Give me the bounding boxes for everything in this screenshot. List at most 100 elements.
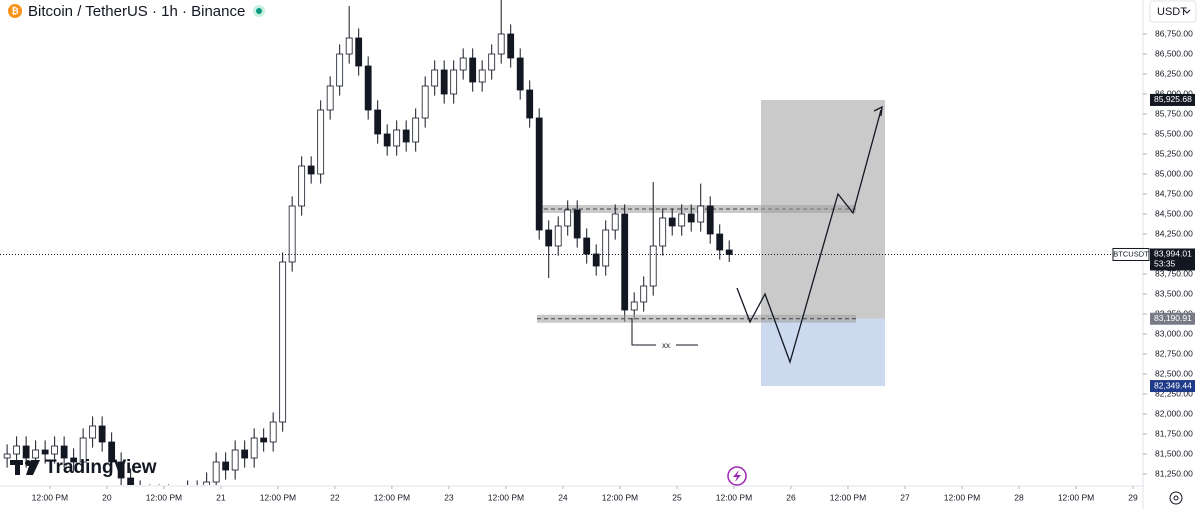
logo-mark xyxy=(26,460,40,475)
bracket xyxy=(631,318,656,346)
y-tick-label: 82,750.00 xyxy=(1155,348,1193,358)
candle-body xyxy=(450,69,458,95)
candle-body xyxy=(687,213,695,223)
symbol-label: BTCUSDT xyxy=(1113,249,1149,258)
y-tick-label: 82,500.00 xyxy=(1155,368,1193,378)
candle-body xyxy=(706,205,714,235)
x-tick-label: 12:00 PM xyxy=(32,492,68,502)
candle-body xyxy=(231,449,239,471)
y-tick-label: 84,750.00 xyxy=(1155,188,1193,198)
candles xyxy=(3,0,733,485)
candle-body xyxy=(545,229,553,247)
candle-body xyxy=(621,213,629,311)
settings-icon[interactable] xyxy=(1169,491,1183,505)
y-tick-label: 86,250.00 xyxy=(1155,68,1193,78)
candle-body xyxy=(402,129,410,143)
y-tick-label: 83,500.00 xyxy=(1155,288,1193,298)
logo-mark xyxy=(10,460,23,465)
settings-icon[interactable] xyxy=(1169,491,1183,505)
candle-body xyxy=(250,437,258,459)
candle-body xyxy=(345,37,353,55)
candle-body xyxy=(288,205,296,263)
settings-icon xyxy=(1173,495,1179,501)
x-tick-label: 22 xyxy=(330,492,340,502)
y-tick-label: 84,500.00 xyxy=(1155,208,1193,218)
candle-body xyxy=(79,437,87,463)
status-dot xyxy=(256,8,262,14)
candle-body xyxy=(383,133,391,147)
watermark-text: TradingView xyxy=(45,457,157,478)
y-tick-label: 82,250.00 xyxy=(1155,388,1193,398)
loss-zone xyxy=(761,318,885,387)
candle-body xyxy=(497,33,505,55)
candle-body xyxy=(364,65,372,111)
y-tick-label: 84,250.00 xyxy=(1155,228,1193,238)
alert-icon[interactable] xyxy=(727,466,747,486)
candle-body xyxy=(659,217,667,247)
candle-body xyxy=(222,461,230,471)
x-tick-label: 23 xyxy=(444,492,454,502)
currency-button[interactable] xyxy=(1149,0,1197,23)
candle-body xyxy=(592,253,600,267)
candle-body xyxy=(516,57,524,91)
symbol-box xyxy=(1112,247,1150,261)
y-tick-label: 81,250.00 xyxy=(1155,468,1193,478)
candle-body xyxy=(611,213,619,231)
chart-title: Bitcoin / TetherUS · 1h · Binance xyxy=(28,3,245,20)
y-tick-label: 82,000.00 xyxy=(1155,408,1193,418)
candle-body xyxy=(716,233,724,251)
candle-body xyxy=(51,445,59,455)
arrow-head xyxy=(873,105,883,117)
entry-label-box xyxy=(1150,312,1195,325)
candle-body xyxy=(697,205,705,223)
candle-body xyxy=(535,117,543,231)
x-tick-label: 12:00 PM xyxy=(260,492,296,502)
candle-body xyxy=(70,457,78,463)
x-tick-label: 24 xyxy=(558,492,568,502)
candle-body xyxy=(421,85,429,119)
last-price-box xyxy=(1150,248,1195,271)
x-tick-label: 12:00 PM xyxy=(374,492,410,502)
candle-body xyxy=(307,165,315,175)
y-tick-label: 85,000.00 xyxy=(1155,168,1193,178)
candle-body xyxy=(355,37,363,67)
stop-label: 82,349.44 xyxy=(1154,380,1192,390)
candle-body xyxy=(13,445,21,455)
x-tick-label: 12:00 PM xyxy=(944,492,980,502)
candle-body xyxy=(526,89,534,119)
target-label: 85,925.68 xyxy=(1154,94,1192,104)
candle-body xyxy=(469,57,477,83)
candle-body xyxy=(298,165,306,207)
candle-body xyxy=(336,53,344,87)
coin-icon-glyph: ₿ xyxy=(11,6,18,16)
candle-body xyxy=(127,477,135,485)
candle-body xyxy=(725,249,733,255)
candle-body xyxy=(573,209,581,239)
candle-body xyxy=(602,229,610,267)
x-tick-label: 27 xyxy=(900,492,910,502)
candle-body xyxy=(393,129,401,147)
x-tick-label: 28 xyxy=(1014,492,1024,502)
candle-body xyxy=(640,285,648,303)
y-tick-label: 81,750.00 xyxy=(1155,428,1193,438)
watermark: TradingView xyxy=(10,457,157,478)
candle-body xyxy=(554,225,562,247)
candle-body xyxy=(3,453,11,459)
candle-body xyxy=(326,85,334,111)
x-tick-label: 26 xyxy=(786,492,796,502)
candle-body xyxy=(649,245,657,287)
target-label-box xyxy=(1150,93,1195,106)
x-tick-label: 12:00 PM xyxy=(716,492,752,502)
x-tick-label: 25 xyxy=(672,492,682,502)
candle-body xyxy=(478,69,486,83)
candle-body xyxy=(317,109,325,175)
candle-body xyxy=(630,301,638,311)
y-tick-label: 81,500.00 xyxy=(1155,448,1193,458)
x-tick-label: 12:00 PM xyxy=(1058,492,1094,502)
drawings: xx xyxy=(631,105,883,365)
currency[interactable]: USDT xyxy=(1157,6,1187,18)
candle-body xyxy=(98,425,106,443)
candle-body xyxy=(203,481,211,485)
candle-body xyxy=(583,237,591,255)
